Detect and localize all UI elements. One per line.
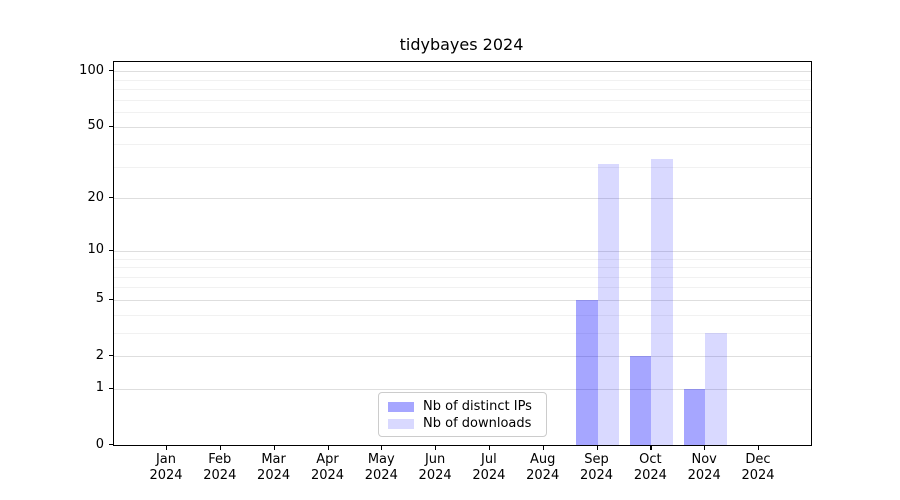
y-tick-mark	[109, 70, 113, 72]
x-tick-year: 2024	[579, 468, 614, 483]
x-tick-label: Sep 2024	[569, 452, 625, 484]
y-tick-mark	[109, 387, 113, 389]
legend: Nb of distinct IPs Nb of downloads	[378, 392, 547, 437]
legend-swatch-downloads	[388, 418, 414, 429]
x-tick-mark	[219, 446, 221, 450]
y-tick-mark	[109, 444, 113, 446]
x-tick-year: 2024	[687, 468, 721, 483]
x-tick-mark	[488, 446, 491, 450]
x-tick-label: Feb 2024	[192, 452, 248, 484]
x-tick-month: Dec	[745, 452, 771, 467]
x-tick-year: 2024	[526, 468, 560, 483]
x-tick-label: Jul 2024	[461, 452, 517, 484]
x-tick-month: Sep	[584, 452, 609, 467]
y-tick-label: 5	[95, 291, 104, 307]
gridline-minor	[114, 267, 811, 268]
gridline-major	[114, 250, 811, 252]
bar-distinct-ips-nov	[683, 388, 706, 445]
x-tick-mark	[542, 446, 544, 450]
x-tick-label: Nov 2024	[676, 452, 732, 484]
y-tick-label: 2	[95, 347, 104, 363]
gridline-minor	[114, 258, 811, 260]
x-tick-year: 2024	[418, 468, 452, 483]
x-tick-year: 2024	[741, 468, 775, 483]
x-tick-year: 2024	[364, 468, 398, 483]
x-tick-year: 2024	[310, 468, 345, 483]
legend-label-downloads: Nb of downloads	[423, 416, 532, 431]
x-tick-month: Jan	[155, 452, 177, 467]
y-tick-label: 0	[95, 436, 104, 452]
x-tick-mark	[435, 446, 437, 450]
legend-swatch-distinct-ips	[388, 401, 414, 412]
y-tick-mark	[109, 298, 113, 300]
legend-item-downloads: Nb of downloads	[388, 416, 537, 431]
gridline-minor	[114, 276, 811, 278]
x-tick-label: Dec 2024	[730, 452, 786, 484]
y-tick-label: 1	[95, 380, 104, 396]
x-tick-mark	[704, 446, 706, 450]
x-tick-label: Jan 2024	[138, 452, 194, 484]
gridline-major	[114, 126, 811, 128]
x-tick-month: Jul	[481, 452, 497, 467]
legend-label-distinct-ips: Nb of distinct IPs	[423, 399, 532, 414]
x-tick-month: Nov	[691, 452, 717, 467]
x-tick-mark	[166, 446, 168, 450]
x-tick-month: Aug	[529, 452, 556, 467]
x-tick-month: Feb	[208, 452, 232, 467]
x-tick-month: Mar	[261, 452, 286, 467]
x-tick-label: Oct 2024	[622, 452, 678, 484]
x-tick-label: Jun 2024	[407, 452, 463, 484]
gridline-minor	[114, 111, 811, 113]
x-tick-mark	[650, 446, 652, 450]
gridline-major	[114, 299, 811, 301]
x-tick-mark	[596, 446, 598, 450]
y-tick-label: 10	[87, 242, 104, 258]
chart-title: tidybayes 2024	[399, 35, 524, 54]
bar-distinct-ips-sep	[576, 299, 598, 445]
gridline-major	[114, 356, 811, 357]
gridline-minor	[114, 79, 811, 81]
gridline-major	[114, 198, 811, 200]
x-tick-label: May 2024	[353, 452, 409, 484]
gridline-minor	[114, 287, 811, 289]
x-tick-year: 2024	[149, 468, 183, 483]
y-tick-label: 100	[79, 62, 104, 78]
x-tick-year: 2024	[203, 468, 237, 483]
gridline-minor	[114, 99, 811, 101]
legend-item-distinct-ips: Nb of distinct IPs	[388, 399, 537, 414]
x-tick-label: Apr 2024	[300, 452, 356, 484]
bar-downloads-nov	[705, 332, 727, 445]
x-tick-month: Apr	[316, 452, 339, 467]
gridline-major	[114, 71, 811, 73]
bar-distinct-ips-oct	[629, 356, 652, 445]
x-tick-month: Jun	[424, 452, 446, 467]
gridline-minor	[114, 89, 811, 90]
x-tick-month: May	[367, 452, 395, 467]
x-tick-year: 2024	[257, 468, 291, 483]
x-tick-mark	[758, 446, 760, 450]
plot-area	[113, 61, 812, 446]
gridline-major	[114, 388, 811, 390]
x-tick-label: Aug 2024	[515, 452, 571, 484]
gridline-minor	[114, 332, 811, 334]
y-tick-mark	[109, 249, 113, 251]
y-tick-label: 20	[87, 189, 104, 205]
x-tick-year: 2024	[633, 468, 667, 483]
x-tick-month: Oct	[639, 452, 662, 467]
gridline-minor	[114, 314, 811, 316]
x-tick-mark	[327, 446, 329, 450]
y-tick-mark	[109, 355, 113, 357]
x-tick-mark	[273, 446, 275, 450]
gridline-minor	[114, 144, 811, 146]
x-tick-year: 2024	[472, 468, 506, 483]
gridline-minor	[114, 166, 811, 168]
y-tick-mark	[109, 125, 113, 127]
x-tick-mark	[381, 446, 383, 450]
y-tick-mark	[109, 197, 113, 199]
bar-downloads-oct	[651, 159, 673, 445]
bar-downloads-sep	[597, 164, 619, 445]
x-tick-label: Mar 2024	[246, 452, 302, 484]
y-tick-label: 50	[87, 118, 104, 133]
